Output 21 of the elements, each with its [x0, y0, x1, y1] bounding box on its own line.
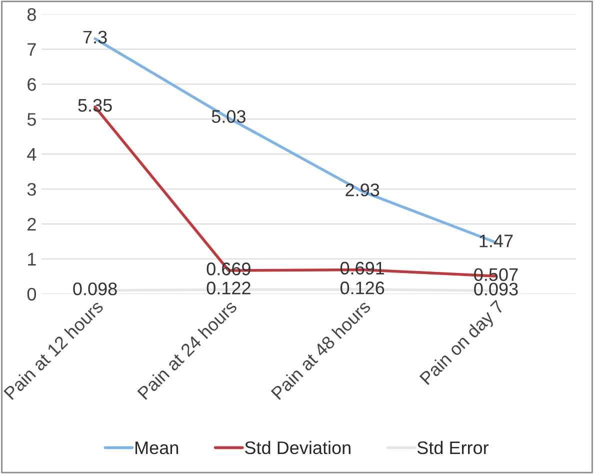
y-tick-label: 1	[28, 253, 36, 266]
y-tick-label: 3	[27, 182, 36, 196]
data-label: 0.122	[206, 282, 250, 294]
data-label: 0.093	[474, 282, 518, 296]
x-tick-label: Pain on day 7	[418, 299, 508, 388]
y-tick-label: 2	[28, 218, 36, 231]
y-tick-label: 7	[28, 43, 36, 56]
data-label: 0.507	[474, 268, 518, 282]
legend-label: Std Deviation	[245, 440, 350, 454]
y-tick-label: 4	[27, 148, 36, 161]
y-tick-label: 6	[28, 78, 36, 91]
data-label: 0.126	[340, 282, 384, 294]
data-label: 1.47	[480, 234, 513, 248]
data-label: 7.3	[83, 30, 107, 44]
y-tick-label: 8	[27, 8, 36, 21]
data-label: 0.098	[73, 282, 117, 296]
y-tick-label: 0	[27, 288, 36, 301]
y-tick-label: 5	[27, 113, 36, 126]
data-label: 5.35	[78, 98, 112, 112]
legend-label: Mean	[136, 442, 178, 454]
legend-label: Std Error	[417, 440, 489, 454]
